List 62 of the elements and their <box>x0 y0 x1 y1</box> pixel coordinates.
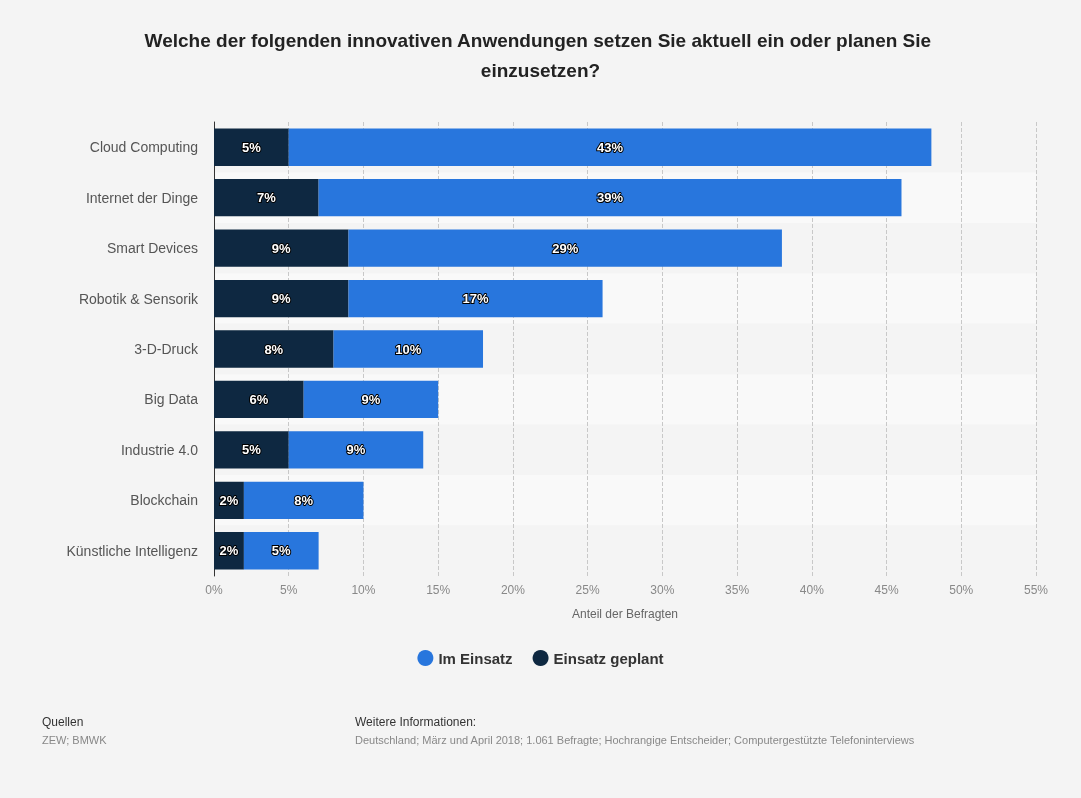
y-tick-label: Künstliche Intelligenz <box>66 542 198 559</box>
data-label: 39% <box>597 190 624 206</box>
data-label: 8% <box>264 341 284 357</box>
bar <box>288 431 424 469</box>
y-tick-label: Cloud Computing <box>89 139 198 156</box>
x-tick-label: 55% <box>1023 583 1049 597</box>
bar <box>318 179 902 217</box>
data-label: 2% <box>219 492 239 508</box>
x-axis-title: Anteil der Befragten <box>571 607 679 621</box>
data-label: 5% <box>241 139 262 155</box>
x-tick-label: 25% <box>575 583 600 597</box>
data-label: 6% <box>249 391 269 407</box>
x-tick-label: 15% <box>426 583 451 597</box>
bar <box>214 128 289 166</box>
x-tick-label: 20% <box>500 583 526 597</box>
data-label: 7% <box>256 190 277 206</box>
bar <box>348 229 782 267</box>
bar <box>214 179 319 217</box>
data-label: 8% <box>294 492 314 508</box>
bar <box>348 279 603 318</box>
x-tick-label: 30% <box>650 583 675 597</box>
x-tick-label: 10% <box>351 583 376 597</box>
y-tick-label: Smart Devices <box>106 240 198 257</box>
x-tick-label: 45% <box>874 583 899 597</box>
bar <box>214 229 349 267</box>
legend-label: Einsatz geplant <box>553 649 664 667</box>
bar <box>214 380 304 419</box>
text: Quellen <box>42 715 84 729</box>
bar <box>214 330 334 368</box>
data-label: 10% <box>395 341 422 357</box>
bar <box>333 330 484 368</box>
legend-label: Im Einsatz <box>438 649 513 667</box>
y-tick-label: Blockchain <box>130 492 198 509</box>
data-label: 9% <box>271 240 292 256</box>
text: Deutschland; März und April 2018; 1.061 Befragte; Hochrangige Entscheider; Computergestützte Telefoninterviews <box>355 733 915 746</box>
bar <box>303 380 439 419</box>
data-label: 2% <box>219 543 239 559</box>
text: ZEW; BMWK <box>42 733 108 746</box>
y-tick-label: Big Data <box>144 391 199 408</box>
x-tick-label: 0% <box>205 583 223 597</box>
x-tick-label: 5% <box>280 583 298 597</box>
y-tick-label: Internet der Dinge <box>85 189 199 206</box>
x-tick-label: 50% <box>949 583 974 597</box>
text: Weitere Informationen: <box>355 715 477 729</box>
bar <box>214 279 349 318</box>
x-tick-label: 40% <box>799 583 825 597</box>
data-label: 9% <box>361 391 381 407</box>
bar <box>243 481 364 519</box>
data-label: 17% <box>462 291 489 307</box>
data-label: 9% <box>271 291 292 307</box>
data-label: 5% <box>241 442 262 458</box>
y-tick-label: Industrie 4.0 <box>120 441 199 458</box>
data-label: 29% <box>552 240 579 256</box>
x-tick-label: 35% <box>725 583 750 597</box>
bar <box>243 532 319 570</box>
data-label: 43% <box>597 139 624 155</box>
data-label: 5% <box>271 543 292 559</box>
y-tick-label: Robotik & Sensorik <box>78 290 199 307</box>
chart-title: Welche der folgenden innovativen Anwendungen setzen Sie aktuell ein oder planen Sie einzusetzen? <box>144 29 937 81</box>
bar <box>214 431 289 469</box>
data-label: 9% <box>346 442 366 458</box>
y-tick-label: 3-D-Druck <box>134 341 199 357</box>
